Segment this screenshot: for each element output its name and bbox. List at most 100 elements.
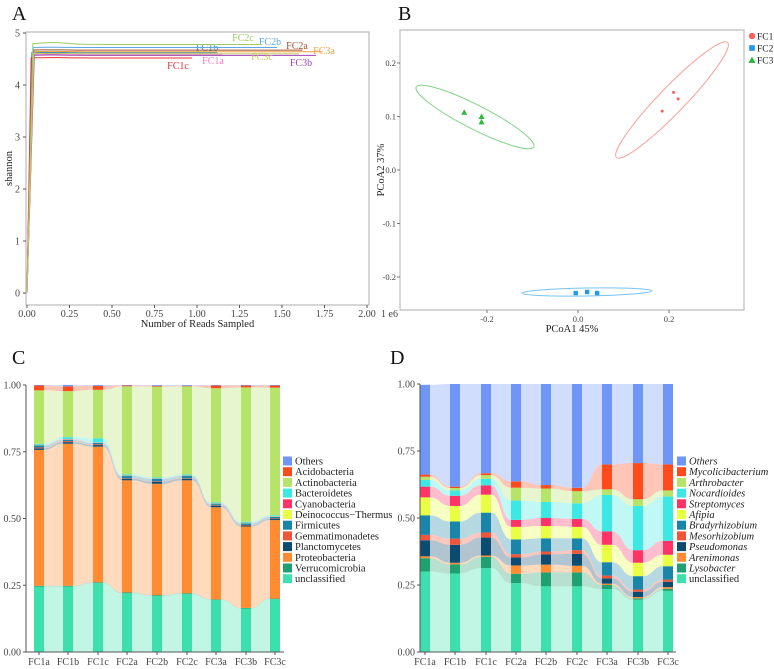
flow-band (132, 478, 152, 484)
bar-segment (450, 495, 460, 506)
flow-band (521, 554, 541, 566)
flow-band (643, 496, 663, 551)
y-tick-label: 1.00 (4, 381, 22, 392)
flow-band (551, 384, 572, 488)
y-tick-label: 0.2 (385, 58, 396, 68)
flow-band (162, 480, 182, 596)
flow-band (491, 485, 511, 527)
flow-band (132, 385, 152, 386)
x-tick-label: FC3c (657, 657, 679, 668)
flow-band (491, 568, 511, 652)
flow-band (643, 588, 663, 600)
bar-segment (93, 385, 103, 386)
bar-segment (420, 558, 430, 572)
flow-band (103, 442, 122, 479)
flow-band (582, 553, 602, 584)
flow-band (162, 474, 182, 479)
flow-band (521, 564, 541, 574)
panel-label-d: D (390, 347, 404, 369)
bar-segment (34, 585, 44, 587)
flow-band (221, 505, 241, 526)
flow-band (162, 475, 182, 479)
flow-band (430, 571, 450, 652)
x-tick-label: 0.50 (103, 309, 121, 320)
flow-band (612, 531, 633, 563)
rarefaction-line-fc3a (26, 50, 323, 294)
bar-segment (541, 551, 551, 555)
bar-segment (633, 591, 643, 598)
bar-segment (63, 391, 73, 438)
bar-segment (152, 385, 162, 386)
bar-segment (450, 564, 460, 574)
bar-segment (420, 556, 430, 559)
bar-segment (511, 573, 521, 584)
flow-band (103, 385, 122, 386)
bar-segment (270, 515, 280, 517)
bar-segment (541, 526, 551, 539)
bar-segment (270, 598, 280, 600)
bar-segment (481, 532, 491, 538)
flow-band (73, 441, 93, 446)
flow-band (73, 442, 93, 447)
x-tick-label: -0.2 (480, 314, 493, 324)
legend-swatch (283, 467, 292, 477)
bar-segment (663, 587, 673, 589)
bar-segment (663, 540, 673, 555)
x-tick-label: FC1c (87, 657, 109, 668)
flow-band (192, 478, 211, 506)
bar-segment (93, 385, 103, 390)
flow-band (460, 475, 481, 491)
legend-swatch (283, 510, 292, 519)
bar-segment (241, 524, 251, 526)
bar-segment (663, 581, 673, 588)
bar-segment (122, 386, 132, 475)
bar-segment (211, 505, 221, 506)
x-tick-label: 0.2 (664, 314, 675, 324)
flow-band (582, 489, 602, 504)
flow-band (643, 579, 663, 592)
bar-segment (633, 550, 643, 563)
bar-segment (511, 526, 521, 540)
legend-swatch (283, 552, 292, 562)
flow-band (491, 532, 511, 558)
rarefaction-line-fc2a (26, 49, 303, 294)
legend-swatch (677, 467, 686, 477)
bar-segment (270, 516, 280, 519)
legend-swatch (677, 488, 686, 498)
flow-band (192, 593, 211, 600)
panel-label-b: B (398, 3, 411, 25)
bar-segment (481, 494, 491, 513)
legend-label: Firmicutes (295, 521, 340, 532)
flow-band (132, 475, 152, 479)
panel-a-rarefaction: 0 1 2 3 4 5 0.00 0.25 0.50 0.75 1.00 1.25 1.50 1.75 2.… (4, 29, 398, 331)
legend-label: Others (689, 457, 718, 468)
bar-segment (182, 385, 192, 387)
flow-band (132, 385, 152, 387)
flow-band (612, 583, 633, 599)
flow-band (44, 442, 63, 450)
bar-segment (34, 445, 44, 448)
bar-segment (450, 521, 460, 539)
bar-segment (481, 384, 491, 474)
legend-swatch (283, 488, 292, 498)
bar-segment (602, 531, 612, 545)
rarefaction-line-fc2b (26, 46, 277, 294)
flow-band (491, 556, 511, 584)
rarefaction-line-fc1c (26, 57, 192, 294)
flow-band (251, 516, 270, 525)
y-tick-label: -0.2 (383, 272, 396, 282)
bar-segment (63, 443, 73, 586)
flow-band (162, 475, 182, 479)
y-tick-label: 0.50 (398, 514, 416, 525)
legend-label: Actinobacteria (295, 478, 357, 489)
bar-segment (541, 538, 551, 552)
flow-band (521, 487, 541, 502)
point-fc3 (478, 118, 485, 125)
bar-segment (602, 578, 612, 584)
flow-band (132, 592, 152, 596)
legend-label: Verrucomicrobia (295, 564, 366, 575)
flow-band (430, 486, 450, 506)
flow-band (103, 442, 122, 477)
flow-band (251, 518, 270, 526)
